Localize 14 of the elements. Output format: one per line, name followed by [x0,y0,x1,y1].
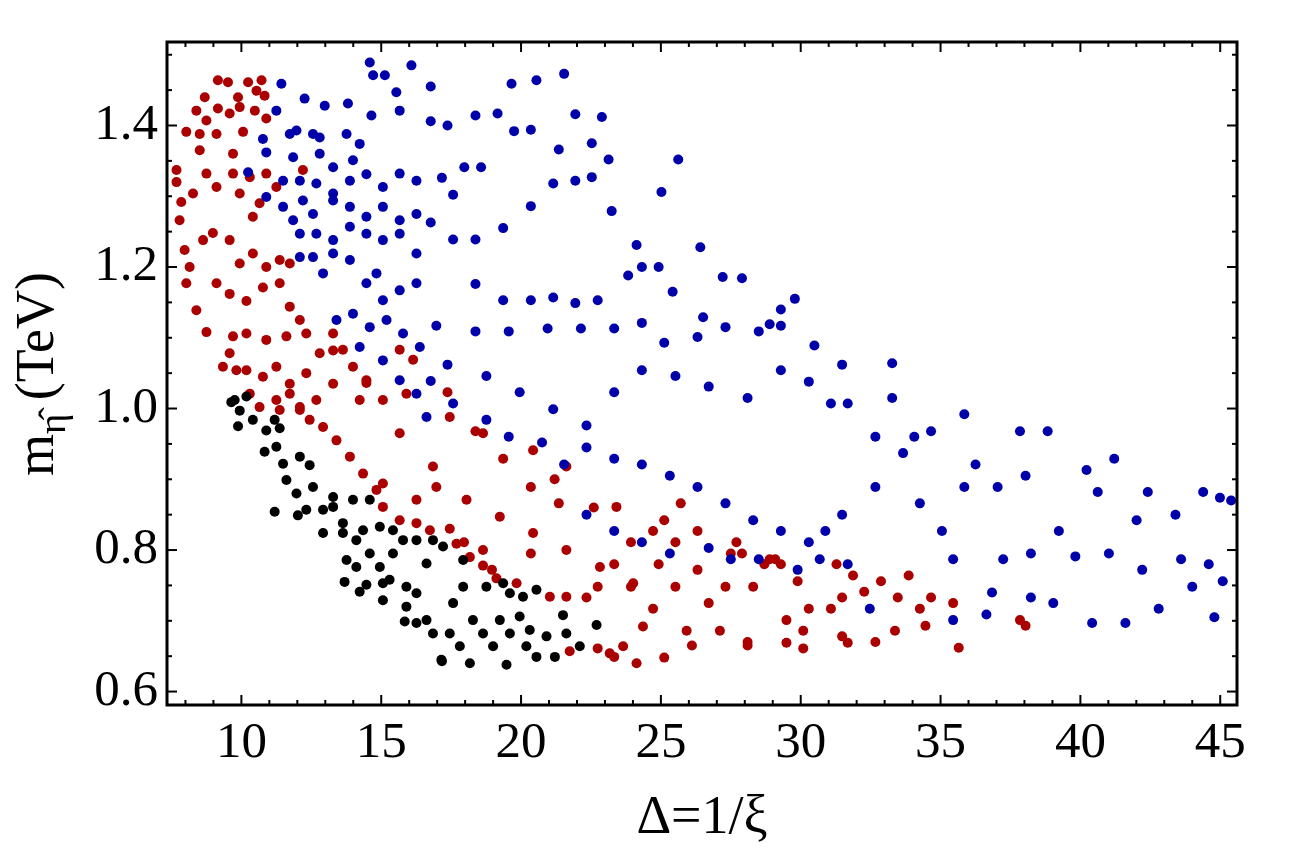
x-tick-label: 40 [1054,711,1106,768]
x-tick-label: 20 [495,711,547,768]
x-axis-title: Δ=1/ξ [636,784,768,845]
y-tick-label: 1.4 [94,93,158,150]
y-tick-label: 0.8 [94,518,158,575]
x-tick-label: 25 [635,711,687,768]
x-tick-label: 30 [775,711,827,768]
x-tick-label: 45 [1194,711,1246,768]
x-tick-label: 10 [215,711,267,768]
y-tick-label: 1.2 [94,235,158,292]
x-tick-label: 15 [355,711,407,768]
y-tick-label: 0.6 [94,659,158,716]
x-tick-label: 35 [915,711,967,768]
y-tick-label: 1.0 [94,376,158,433]
